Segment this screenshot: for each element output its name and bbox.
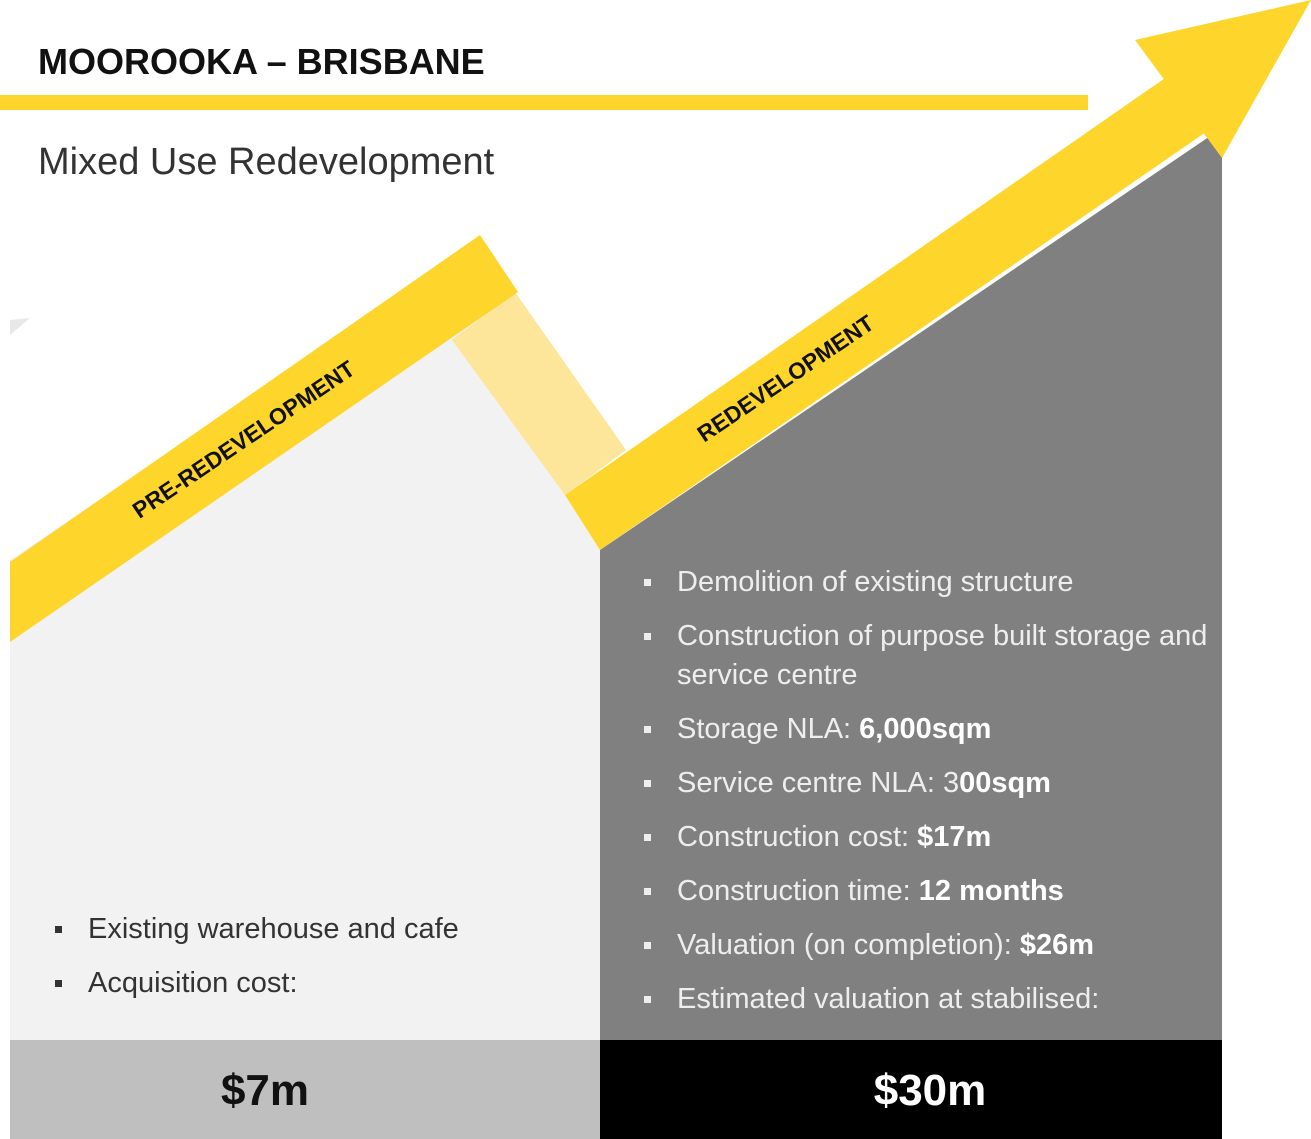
bullet-text: Storage NLA: <box>677 713 860 745</box>
title: MOOROOKA – BRISBANE <box>38 41 485 82</box>
bullet: Valuation (on completion): $26m <box>644 926 1209 965</box>
bullet: Estimated valuation at stabilised: <box>644 980 1209 1019</box>
bullet-list: Demolition of existing structure Construc… <box>644 563 1209 1034</box>
bullet-text: Existing warehouse and cafe <box>88 913 459 945</box>
bullet: Construction cost: $17m <box>644 818 1209 857</box>
bullet: Service centre NLA: 300sqm <box>644 764 1209 803</box>
bullet-text: Demolition of existing structure <box>677 566 1074 598</box>
bullet-text: Construction of purpose built storage an… <box>677 620 1216 691</box>
corner-notch <box>10 318 30 335</box>
bullet-text: Construction cost: <box>677 821 918 853</box>
bullet: Acquisition cost: <box>55 964 595 1003</box>
title-underline <box>0 95 1088 110</box>
bullet-highlight: 00sqm <box>959 767 1051 799</box>
bullet-highlight: $17m <box>917 821 992 853</box>
pale-band <box>452 292 626 495</box>
bullet-text: Acquisition cost: <box>88 967 298 999</box>
bullet-list: Existing warehouse and cafe Acquisition c… <box>55 910 595 1018</box>
right-value-box <box>600 1040 1222 1139</box>
bullet: Storage NLA: 6,000sqm <box>644 710 1209 749</box>
stage-value: $7m <box>221 1066 309 1115</box>
left-panel <box>10 250 600 1040</box>
left-band <box>10 235 518 642</box>
arrow-shaft <box>565 76 1206 550</box>
left-value-box <box>10 1040 600 1139</box>
right-panel <box>600 128 1222 1040</box>
bullet-text: Estimated valuation at stabilised: <box>677 983 1100 1015</box>
bullet: Construction of purpose built storage an… <box>644 617 1209 695</box>
bullet: Demolition of existing structure <box>644 563 1209 602</box>
bullet-text: Construction time: <box>677 875 919 907</box>
bullet-highlight: 12 months <box>918 875 1064 907</box>
bullet-text: Service centre NLA: 3 <box>677 767 960 799</box>
arrow-head <box>1135 0 1311 158</box>
bullet: Construction time: 12 months <box>644 872 1209 911</box>
bullet: Existing warehouse and cafe <box>55 910 595 949</box>
stage-value: $30m <box>874 1066 987 1115</box>
subtitle: Mixed Use Redevelopment <box>38 141 495 183</box>
bullet-highlight: $26m <box>1019 929 1094 961</box>
bullet-text: Valuation (on completion): <box>677 929 1020 961</box>
bullet-highlight: 6,000sqm <box>859 713 992 745</box>
